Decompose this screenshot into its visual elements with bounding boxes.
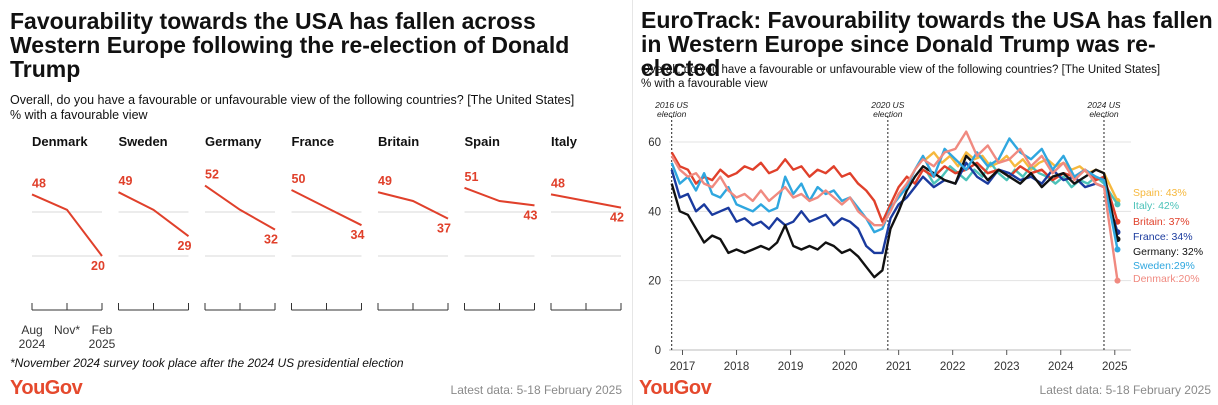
- x-tick-label: 2025: [1102, 361, 1128, 373]
- series-label-italy: Italy: 42%: [1133, 200, 1179, 212]
- data-label-start: 52: [205, 168, 219, 182]
- election-annotation: 2020 US: [870, 100, 904, 110]
- data-label-end: 42: [610, 211, 624, 225]
- data-label-start: 48: [551, 176, 565, 190]
- series-line-spain: [924, 151, 1119, 202]
- panel-denmark: Denmark 48 20: [31, 134, 105, 311]
- series-line-britain: [670, 151, 1119, 223]
- eurotrack-line-chart: 0 20 40 60 2017 2018 2019 2020 2021 2022 2023 2024 2…: [648, 100, 1203, 373]
- left-chart-subtitle: Overall, do you have a favourable or unf…: [10, 93, 574, 123]
- left-title-line: Trump: [10, 56, 81, 82]
- election-annotation: election: [873, 109, 903, 119]
- y-tick-label: 20: [648, 276, 661, 288]
- data-label-end: 34: [351, 228, 365, 242]
- panel-title: Germany: [205, 134, 262, 149]
- yougov-logo: YouGov: [639, 377, 712, 399]
- series-label-germany: Germany: 32%: [1133, 246, 1203, 258]
- left-chart-title: Favourability towards the USA has fallen…: [10, 9, 569, 81]
- y-tick-label: 0: [655, 345, 661, 357]
- series-line-sweden: [670, 137, 1119, 250]
- panel-title: Sweden: [119, 134, 168, 149]
- series-label-spain: Spain: 43%: [1133, 187, 1187, 199]
- panel-sweden: Sweden 49 29: [118, 134, 192, 311]
- series-line: [550, 193, 622, 209]
- data-label-start: 48: [32, 176, 46, 190]
- left-subtitle-line: % with a favourable view: [10, 108, 148, 122]
- right-latest-data: Latest data: 5-18 February 2025: [1039, 383, 1211, 397]
- x-tick-label: 2017: [670, 361, 696, 373]
- right-chart-title: EuroTrack: Favourability towards the USA…: [641, 8, 1218, 80]
- left-subtitle-line: Overall, do you have a favourable or unf…: [10, 93, 575, 107]
- panel-britain: Britain 49 37: [377, 134, 451, 311]
- series-line: [377, 191, 449, 220]
- series-end-point: [1114, 201, 1121, 208]
- election-annotation: election: [657, 109, 687, 119]
- series-line: [291, 189, 362, 227]
- small-multiples-chart: Denmark 48 20 Sweden 49 29 Germany 52 32 France 50…: [19, 134, 624, 351]
- left-title-line: Favourability towards the USA has fallen…: [10, 8, 536, 34]
- series-line: [204, 184, 276, 231]
- data-label-start: 51: [465, 170, 479, 184]
- x-tick-label: 2018: [724, 361, 750, 373]
- x-tick-label: 2025: [89, 337, 116, 351]
- right-subtitle-line: Overall, do you have a favourable or unf…: [641, 64, 1161, 76]
- x-tick-label: 2023: [994, 361, 1020, 373]
- x-tick-label: Feb: [92, 323, 113, 337]
- y-tick-label: 40: [648, 206, 661, 218]
- data-label-start: 50: [292, 172, 306, 186]
- x-tick-label: 2024: [1048, 361, 1074, 373]
- data-label-end: 37: [437, 222, 451, 236]
- data-label-end: 29: [178, 239, 192, 253]
- panel-france: France 50 34: [291, 134, 365, 311]
- panel-germany: Germany 52 32: [204, 134, 278, 311]
- election-annotation: 2016 US: [654, 100, 688, 110]
- data-label-end: 32: [264, 233, 278, 247]
- x-tick-label: Nov*: [54, 323, 80, 337]
- panel-title: Britain: [378, 134, 419, 149]
- x-tick-label: 2021: [886, 361, 912, 373]
- x-tick-label: 2024: [19, 337, 46, 351]
- series-label-britain: Britain: 37%: [1133, 216, 1190, 228]
- series-label-france: France: 34%: [1133, 231, 1193, 243]
- panel-title: Denmark: [32, 134, 88, 149]
- right-panel: EuroTrack: Favourability towards the USA…: [632, 0, 1218, 405]
- series-line-france: [670, 161, 1119, 255]
- left-panel: Favourability towards the USA has fallen…: [10, 9, 624, 399]
- panel-spain: Spain 51 43: [464, 134, 538, 311]
- y-tick-label: 60: [648, 137, 661, 149]
- right-title-line: in Western Europe since Donald Trump was…: [641, 31, 1156, 81]
- series-line: [31, 193, 103, 257]
- series-line: [118, 191, 190, 237]
- panel-title: Spain: [465, 134, 500, 149]
- left-title-line: Western Europe following the re-election…: [10, 32, 570, 58]
- data-label-end: 43: [524, 208, 538, 222]
- right-chart-subtitle: Overall, do you have a favourable or unf…: [641, 63, 1160, 91]
- series-end-point: [1114, 277, 1121, 284]
- data-label-start: 49: [378, 174, 392, 188]
- right-title-line: EuroTrack: Favourability towards the USA…: [641, 7, 1213, 33]
- yougov-logo: YouGov: [10, 377, 83, 399]
- panel-italy: Italy 48 42: [550, 134, 624, 311]
- series-label-denmark: Denmark:20%: [1133, 273, 1200, 285]
- data-label-start: 49: [119, 174, 133, 188]
- right-subtitle-line: % with a favourable view: [641, 78, 768, 90]
- x-tick-label: 2022: [940, 361, 966, 373]
- panel-title: France: [292, 134, 335, 149]
- election-annotation: 2024 US: [1086, 100, 1120, 110]
- election-annotation: election: [1089, 109, 1119, 119]
- panel-title: Italy: [551, 134, 578, 149]
- x-tick-label: Aug: [21, 323, 42, 337]
- left-footnote: *November 2024 survey took place after t…: [10, 356, 404, 370]
- x-tick-label: 2019: [778, 361, 804, 373]
- series-line-germany: [670, 154, 1119, 279]
- x-tick-label: 2020: [832, 361, 858, 373]
- data-label-end: 20: [91, 259, 105, 273]
- series-line: [464, 186, 535, 207]
- series-line-denmark: [670, 130, 1119, 281]
- series-label-sweden: Sweden:29%: [1133, 260, 1195, 272]
- series-end-point: [1114, 246, 1121, 253]
- left-latest-data: Latest data: 5-18 February 2025: [450, 383, 622, 397]
